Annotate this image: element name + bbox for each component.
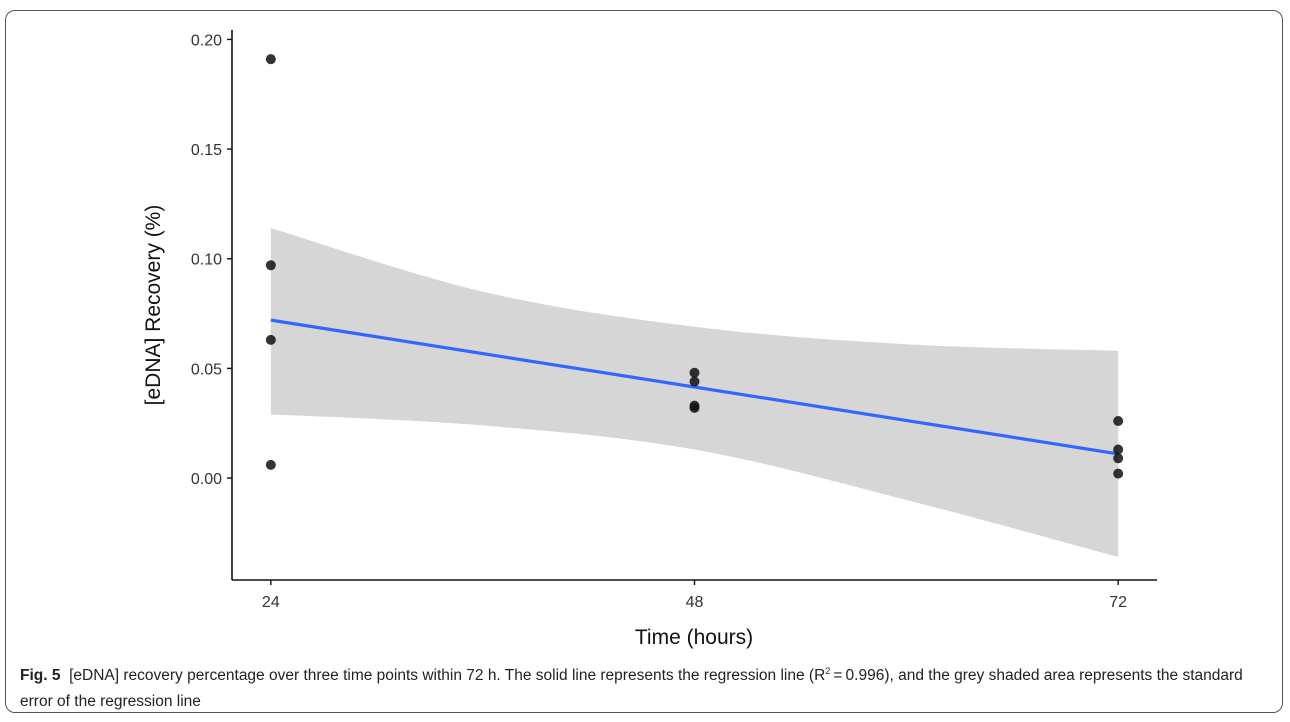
regression-line-layer	[270, 318, 1119, 456]
regression-line	[270, 318, 1119, 456]
caption-superscript: 2	[825, 665, 831, 676]
y-tick-label: 0.20	[191, 32, 222, 49]
y-axis-label: [eDNA] Recovery (%)	[142, 205, 165, 406]
caption-text: [eDNA] recovery percentage over three ti…	[69, 667, 826, 684]
data-point	[265, 54, 276, 65]
data-point	[1113, 468, 1124, 479]
data-point	[1113, 416, 1124, 427]
caption-text-end: = 0.996), and the grey shaded area repre…	[20, 667, 1243, 710]
data-point	[1113, 453, 1124, 464]
data-point	[689, 367, 700, 378]
data-point	[265, 260, 276, 271]
data-points-layer	[265, 54, 1124, 479]
caption-figure-label: Fig. 5	[20, 667, 61, 684]
x-tick-label: 24	[262, 594, 280, 611]
x-tick-label: 72	[1109, 594, 1127, 611]
data-point	[265, 334, 276, 345]
data-point	[689, 402, 700, 413]
y-tick-label: 0.10	[191, 252, 222, 269]
confidence-band-layer	[270, 228, 1119, 557]
data-point	[1113, 444, 1124, 455]
x-axis-label: Time (hours)	[635, 626, 753, 649]
y-tick-label: 0.05	[191, 361, 222, 378]
axes-layer: 0.00 0.05 0.10 0.15 0.20 24 48 72	[191, 30, 1157, 611]
figure-caption: Fig. 5 [eDNA] recovery percentage over t…	[20, 663, 1260, 715]
y-tick-label: 0.15	[191, 142, 222, 159]
confidence-band	[270, 228, 1119, 557]
data-point	[265, 459, 276, 470]
data-point	[689, 376, 700, 387]
y-tick-label: 0.00	[191, 471, 222, 488]
x-tick-label: 48	[686, 594, 704, 611]
